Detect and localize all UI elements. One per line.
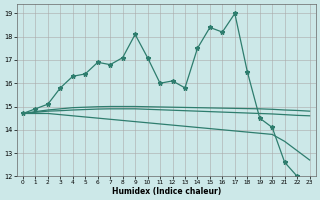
X-axis label: Humidex (Indice chaleur): Humidex (Indice chaleur) xyxy=(112,187,221,196)
